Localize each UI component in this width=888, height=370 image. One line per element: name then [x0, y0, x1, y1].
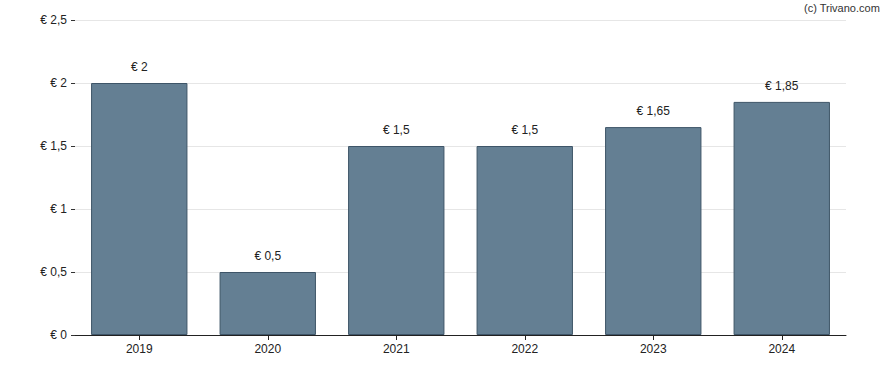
svg-text:€ 1,5: € 1,5 [511, 123, 538, 137]
svg-text:2019: 2019 [126, 342, 153, 356]
svg-text:(c) Trivano.com: (c) Trivano.com [804, 2, 880, 14]
svg-text:€ 1,85: € 1,85 [765, 79, 799, 93]
svg-text:€ 1,5: € 1,5 [383, 123, 410, 137]
svg-text:2022: 2022 [511, 342, 538, 356]
svg-text:€ 2: € 2 [131, 60, 148, 74]
svg-text:2020: 2020 [254, 342, 281, 356]
svg-text:€ 1,65: € 1,65 [637, 104, 671, 118]
svg-text:€ 1,5: € 1,5 [40, 139, 67, 153]
svg-text:2024: 2024 [768, 342, 795, 356]
svg-text:€ 1: € 1 [50, 202, 67, 216]
svg-text:€ 2: € 2 [50, 76, 67, 90]
svg-text:€ 0,5: € 0,5 [40, 265, 67, 279]
svg-text:2021: 2021 [383, 342, 410, 356]
svg-text:€ 0,5: € 0,5 [254, 249, 281, 263]
svg-text:€ 0: € 0 [50, 328, 67, 342]
svg-text:2023: 2023 [640, 342, 667, 356]
svg-text:€ 2,5: € 2,5 [40, 13, 67, 27]
